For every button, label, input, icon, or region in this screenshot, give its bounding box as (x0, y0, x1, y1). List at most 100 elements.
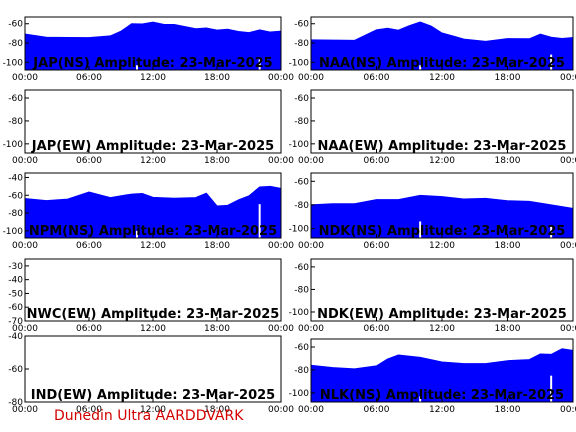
x-tick-label: 06:00 (76, 156, 102, 166)
y-tick-label: -100 (3, 227, 24, 237)
y-tick-label: -30 (8, 262, 23, 272)
chart-title: JAP(EW) Amplitude: 23-Mar-2025 (31, 139, 274, 154)
y-tick-label: -40 (8, 332, 23, 342)
x-tick-label: 12:00 (140, 156, 166, 166)
chart-panel-9: -60 -80 -100 00:00 06:00 12:00 18:00 00:00 NLK(N… (289, 338, 576, 415)
x-tick-label: 12:00 (140, 324, 166, 334)
y-tick-label: -80 (8, 398, 23, 408)
y-tick-label: -60 (294, 20, 309, 30)
x-tick-label: 12:00 (140, 73, 166, 83)
x-tick-label: 12:00 (429, 73, 455, 83)
chart-panel-4: -40 -60 -80 -100 00:00 06:00 12:00 18:00 00:00 NP… (3, 172, 294, 251)
amplitude-area (310, 21, 574, 71)
y-tick-label: -100 (289, 308, 310, 318)
chart-title: NWC(EW) Amplitude: 23-Mar-2025 (27, 307, 280, 322)
y-tick-label: -80 (8, 39, 23, 49)
chart-title: NLK(NS) Amplitude: 23-Mar-2025 (320, 388, 564, 403)
chart-title: NAA(EW) Amplitude: 23-Mar-2025 (318, 139, 567, 154)
y-tick-label: -80 (294, 39, 309, 49)
x-tick-label: 06:00 (364, 73, 390, 83)
y-tick-label: -100 (289, 389, 310, 399)
x-tick-label: 06:00 (76, 73, 102, 83)
y-tick-label: -80 (294, 285, 309, 295)
x-tick-label: 00:00 (560, 73, 576, 83)
x-tick-label: 00:00 (268, 73, 294, 83)
x-tick-label: 00:00 (268, 156, 294, 166)
y-tick-label: -60 (294, 263, 309, 273)
x-tick-label: 00:00 (298, 156, 324, 166)
chart-title: IND(EW) Amplitude: 23-Mar-2025 (31, 388, 275, 403)
x-tick-label: 18:00 (204, 241, 230, 251)
x-tick-label: 18:00 (204, 324, 230, 334)
y-tick-label: -70 (8, 317, 23, 327)
x-tick-label: 00:00 (298, 241, 324, 251)
y-tick-label: -100 (289, 58, 310, 68)
y-tick-label: -80 (294, 366, 309, 376)
x-tick-label: 18:00 (495, 241, 521, 251)
x-tick-label: 12:00 (429, 241, 455, 251)
x-tick-label: 00:00 (268, 405, 294, 415)
x-tick-label: 00:00 (12, 156, 38, 166)
y-tick-label: -60 (294, 343, 309, 353)
x-tick-label: 06:00 (76, 241, 102, 251)
x-tick-label: 06:00 (364, 241, 390, 251)
chart-panel-7: -60 -80 -100 00:00 06:00 12:00 18:00 00:00 NDK(E… (289, 258, 576, 334)
x-tick-label: 12:00 (429, 405, 455, 415)
x-tick-label: 12:00 (429, 324, 455, 334)
y-tick-label: -100 (3, 58, 24, 68)
y-tick-label: -100 (289, 225, 310, 235)
x-tick-label: 00:00 (560, 324, 576, 334)
x-tick-label: 00:00 (560, 241, 576, 251)
footer-label: Dunedin Ultra AARDDVARK (54, 408, 244, 424)
y-tick-label: -50 (8, 289, 23, 299)
x-tick-label: 18:00 (495, 156, 521, 166)
y-tick-label: -60 (8, 191, 23, 201)
x-tick-label: 00:00 (268, 241, 294, 251)
x-tick-label: 18:00 (495, 73, 521, 83)
x-tick-label: 06:00 (364, 324, 390, 334)
y-tick-label: -60 (8, 365, 23, 375)
y-tick-label: -40 (8, 173, 23, 183)
amplitude-area (310, 194, 574, 239)
y-tick-label: -80 (8, 209, 23, 219)
chart-panel-1: -60 -80 -100 00:00 06:00 12:00 18:00 00:00 NAA(N… (289, 16, 576, 83)
x-tick-label: 00:00 (298, 405, 324, 415)
chart-title: NDK(NS) Amplitude: 23-Mar-2025 (319, 224, 566, 239)
y-tick-label: -80 (294, 117, 309, 127)
chart-panel-5: -60 -80 -100 00:00 06:00 12:00 18:00 00:00 NDK(N… (289, 172, 576, 251)
x-tick-label: 12:00 (140, 405, 166, 415)
x-tick-label: 00:00 (560, 156, 576, 166)
chart-panel-0: -60 -80 -100 00:00 06:00 12:00 18:00 00:00 JAP(N… (3, 16, 294, 83)
y-tick-label: -80 (8, 117, 23, 127)
y-tick-label: -100 (289, 140, 310, 150)
x-tick-label: 06:00 (76, 324, 102, 334)
chart-title: NDK(EW) Amplitude: 23-Mar-2025 (317, 307, 567, 322)
x-tick-label: 06:00 (364, 405, 390, 415)
y-tick-label: -80 (294, 201, 309, 211)
x-tick-label: 00:00 (12, 241, 38, 251)
x-tick-label: 18:00 (204, 156, 230, 166)
y-tick-label: -60 (294, 177, 309, 187)
amplitude-area (24, 185, 282, 239)
x-tick-label: 00:00 (560, 405, 576, 415)
amplitude-area (24, 21, 282, 71)
x-tick-label: 18:00 (495, 324, 521, 334)
chart-panel-2: -60 -80 -100 00:00 06:00 12:00 18:00 00:00 JAP(E… (3, 89, 294, 166)
x-tick-label: 00:00 (298, 324, 324, 334)
chart-title: NPM(NS) Amplitude: 23-Mar-2025 (29, 224, 277, 239)
x-tick-label: 18:00 (204, 73, 230, 83)
x-tick-label: 00:00 (12, 73, 38, 83)
y-tick-label: -60 (8, 94, 23, 104)
chart-title: JAP(NS) Amplitude: 23-Mar-2025 (32, 56, 272, 71)
y-tick-label: -60 (294, 94, 309, 104)
x-tick-label: 00:00 (268, 324, 294, 334)
y-tick-label: -60 (8, 20, 23, 30)
x-tick-label: 00:00 (298, 73, 324, 83)
x-tick-label: 00:00 (12, 405, 38, 415)
y-tick-label: -40 (8, 276, 23, 286)
x-tick-label: 12:00 (140, 241, 166, 251)
chart-title: NAA(NS) Amplitude: 23-Mar-2025 (319, 56, 565, 71)
